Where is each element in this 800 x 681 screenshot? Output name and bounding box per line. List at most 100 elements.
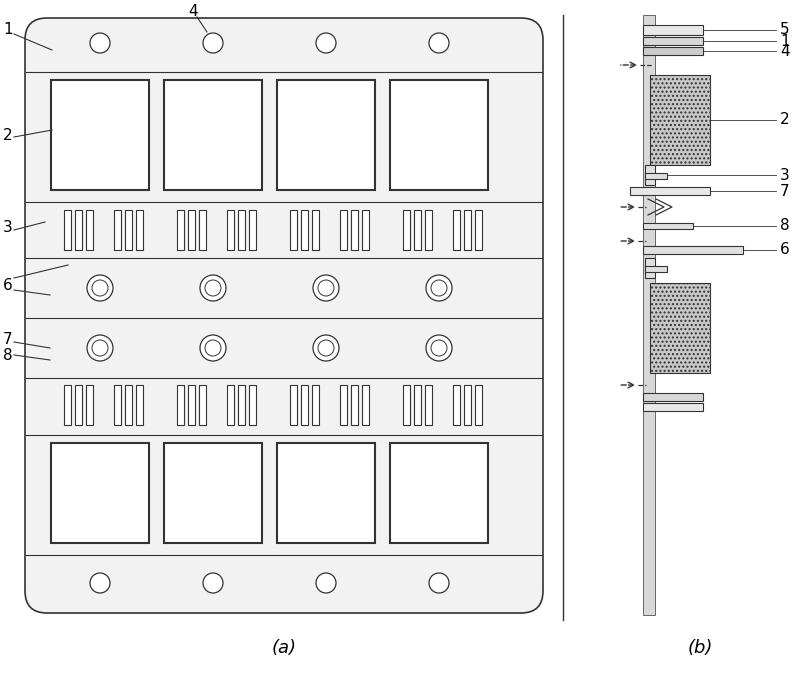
Bar [290,210,297,250]
Text: 4: 4 [188,5,198,20]
Bar [75,210,82,250]
Bar [177,385,184,425]
Bar [425,210,432,250]
Circle shape [429,33,449,53]
Bar [403,385,410,425]
Bar [177,210,184,250]
Bar [238,385,245,425]
Bar [425,385,432,425]
Bar [51,80,149,190]
Bar [643,47,703,55]
Bar [643,223,693,229]
Circle shape [205,340,221,356]
Bar [75,385,82,425]
Text: 3: 3 [3,221,13,236]
Bar [114,385,121,425]
Bar [199,210,206,250]
Bar [164,443,262,543]
FancyBboxPatch shape [25,18,543,613]
Bar [238,210,245,250]
Bar [249,385,256,425]
Bar [643,403,703,411]
Bar [645,165,655,185]
Circle shape [205,280,221,296]
Bar [643,393,703,401]
Bar [351,210,358,250]
Circle shape [318,280,334,296]
Bar [164,80,262,190]
Text: 4: 4 [780,44,790,59]
Bar [351,385,358,425]
Bar [453,210,460,250]
Bar [645,173,667,179]
Circle shape [203,33,223,53]
Bar [650,75,710,165]
Bar [650,283,710,373]
Bar [475,385,482,425]
Bar [464,385,471,425]
Text: 2: 2 [3,127,13,142]
Text: 1: 1 [3,22,13,37]
Bar [630,187,710,195]
Bar [340,385,347,425]
Bar [643,25,703,35]
Bar [227,210,234,250]
Bar [453,385,460,425]
Bar [301,210,308,250]
Text: (b): (b) [687,639,713,657]
Bar [414,210,421,250]
Bar [114,210,121,250]
Bar [64,385,71,425]
Bar [362,210,369,250]
Circle shape [313,275,339,301]
Bar [188,385,195,425]
Bar [645,266,667,272]
Circle shape [200,335,226,361]
Text: 6: 6 [780,242,790,257]
Text: (a): (a) [271,639,297,657]
Bar [643,246,743,254]
Bar [277,80,375,190]
Bar [227,385,234,425]
Bar [136,210,143,250]
Circle shape [426,275,452,301]
Circle shape [203,573,223,593]
Circle shape [200,275,226,301]
Bar [125,385,132,425]
Circle shape [92,340,108,356]
Circle shape [429,573,449,593]
Circle shape [313,335,339,361]
Bar [51,443,149,543]
Bar [277,443,375,543]
Text: 8: 8 [780,219,790,234]
Text: 7: 7 [780,183,790,198]
Circle shape [316,573,336,593]
Circle shape [90,33,110,53]
Bar [312,210,319,250]
Text: 5: 5 [780,22,790,37]
Bar [301,385,308,425]
Bar [643,15,655,615]
Circle shape [426,335,452,361]
Bar [249,210,256,250]
Circle shape [90,573,110,593]
Bar [136,385,143,425]
Bar [645,258,655,278]
Text: 6: 6 [3,277,13,293]
Bar [290,385,297,425]
Circle shape [318,340,334,356]
Bar [64,210,71,250]
Bar [475,210,482,250]
Text: 7: 7 [3,332,13,347]
Bar [403,210,410,250]
Bar [312,385,319,425]
Circle shape [92,280,108,296]
Text: 2: 2 [780,112,790,127]
Bar [390,443,488,543]
Bar [199,385,206,425]
Circle shape [87,275,113,301]
Bar [188,210,195,250]
Bar [362,385,369,425]
Circle shape [431,280,447,296]
Bar [414,385,421,425]
